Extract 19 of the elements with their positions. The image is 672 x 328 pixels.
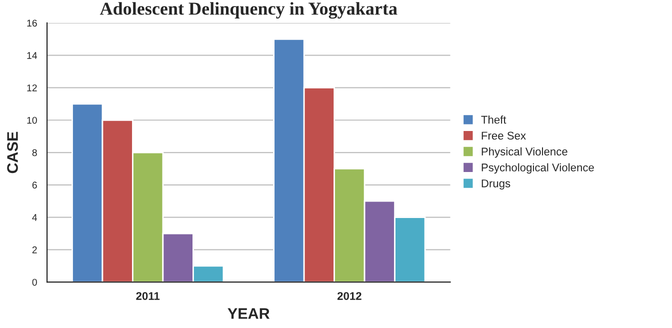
y-tick-label: 6: [32, 182, 37, 189]
legend-label: Psychological Violence: [482, 163, 594, 174]
y-tick-label: 8: [32, 149, 37, 156]
y-tick-label: 4: [32, 214, 38, 221]
x-tick-label: 2011: [136, 292, 160, 300]
legend-label: Drugs: [482, 180, 510, 190]
y-tick-label: 14: [27, 52, 38, 59]
legend-label: Free Sex: [482, 132, 526, 140]
x-axis-title: YEAR: [228, 308, 270, 319]
y-tick-label: 12: [27, 84, 37, 92]
x-tick-label: 2012: [337, 292, 362, 300]
chart-title: Adolescent Delinquency in Yogyakarta: [100, 2, 398, 19]
y-tick-label: 0: [32, 278, 37, 286]
y-axis-title: CASE: [7, 132, 18, 174]
legend-label: Physical Violence: [482, 147, 568, 158]
y-tick-label: 16: [27, 20, 37, 27]
y-tick-label: 10: [27, 116, 37, 124]
legend-label: Theft: [481, 116, 506, 124]
y-tick-label: 2: [32, 246, 37, 254]
